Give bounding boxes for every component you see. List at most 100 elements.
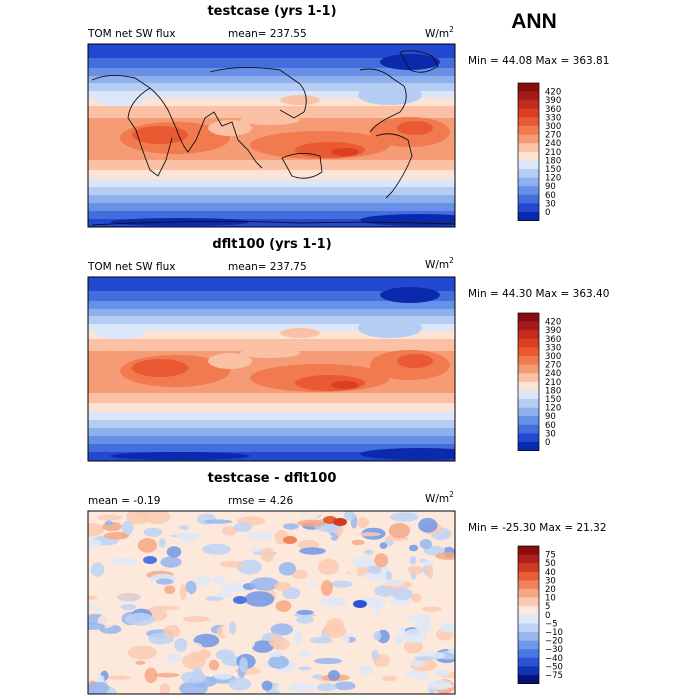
colorbar-tick-label: −5 <box>545 619 558 629</box>
difference-cell <box>95 606 105 612</box>
colorbar-frame <box>517 545 540 684</box>
map-field <box>88 44 455 227</box>
panel-dflt100: dflt100 (yrs 1-1) TOM net SW flux mean= … <box>87 237 609 462</box>
difference-cell <box>385 570 393 582</box>
difference-cell <box>215 592 234 598</box>
difference-cell <box>268 655 289 669</box>
difference-cell <box>240 540 257 547</box>
colorbar-tick-label: 75 <box>545 551 556 561</box>
difference-cell <box>374 553 389 568</box>
difference-cell <box>275 600 292 612</box>
difference-cell <box>379 542 388 549</box>
colorbar-swatch <box>518 407 539 417</box>
difference-cell <box>367 565 382 574</box>
colorbar-swatch <box>518 91 539 101</box>
difference-cell <box>334 681 356 691</box>
difference-cell <box>390 512 419 522</box>
difference-cell <box>88 681 110 694</box>
difference-cell <box>154 672 180 678</box>
difference-cell <box>327 670 340 681</box>
difference-cell <box>168 664 176 669</box>
difference-cell <box>107 675 132 680</box>
colorbar-tick-label: 300 <box>545 122 561 132</box>
difference-cell <box>321 536 349 549</box>
difference-cell <box>407 565 425 575</box>
difference-cell <box>220 582 250 593</box>
difference-cell <box>317 558 339 575</box>
colorbar-tick-label: 210 <box>545 378 561 388</box>
colorbar-swatch <box>518 442 539 451</box>
difference-cell <box>269 634 283 648</box>
difference-cell <box>239 657 248 673</box>
difference-cell <box>415 620 432 633</box>
colorbar-swatch <box>518 160 539 170</box>
difference-cell <box>267 651 283 658</box>
coastlines <box>91 50 455 226</box>
colorbar-tick-label: 270 <box>545 361 561 371</box>
colorbar-tick-label: 120 <box>545 174 561 184</box>
mean-label: mean= 237.75 <box>228 261 307 273</box>
difference-cell <box>298 649 311 657</box>
difference-cell <box>313 657 343 665</box>
units-label: W/m2 <box>425 256 454 271</box>
colorbar-tick-label: −40 <box>545 654 563 664</box>
difference-cell <box>320 665 344 670</box>
difference-cell <box>322 603 329 615</box>
difference-cell <box>88 622 106 630</box>
difference-cell <box>428 679 452 690</box>
difference-cell <box>299 547 326 555</box>
colorbar-swatch <box>518 390 539 400</box>
difference-cell <box>447 647 455 654</box>
difference-cell <box>109 558 139 566</box>
colorbar-swatch <box>518 356 539 365</box>
colorbar-tick-label: −20 <box>545 637 563 647</box>
colorbar-tick-label: 300 <box>545 352 561 362</box>
difference-cell <box>426 564 434 579</box>
colorbar-swatch <box>518 321 539 331</box>
difference-cell <box>330 580 353 588</box>
colorbar-tick-label: 240 <box>545 369 561 379</box>
colorbar-swatch <box>518 554 539 564</box>
difference-cell <box>233 596 247 604</box>
colorbar-tick-label: 0 <box>545 438 550 448</box>
colorbar-swatch <box>518 675 539 684</box>
difference-cell <box>296 616 314 624</box>
colorbar-tick-label: 360 <box>545 335 561 345</box>
colorbar-swatch <box>518 606 539 616</box>
map-field <box>88 511 455 694</box>
difference-cell <box>395 675 418 683</box>
difference-cell <box>306 534 333 539</box>
difference-cell <box>389 598 412 606</box>
difference-cell <box>358 532 381 537</box>
colorbar-swatch <box>518 614 539 624</box>
difference-cell <box>343 511 356 521</box>
difference-cell <box>123 565 153 577</box>
colorbar-tick-label: 5 <box>545 602 550 612</box>
colorbar-swatch <box>518 649 539 659</box>
difference-cell <box>88 595 98 600</box>
difference-cell <box>166 546 182 558</box>
difference-cell <box>104 531 130 540</box>
colorbar-swatch <box>518 143 539 153</box>
minmax-label: Min = 44.08 Max = 363.81 <box>468 55 609 67</box>
colorbar-swatch <box>518 134 539 144</box>
colorbar-tick-label: 270 <box>545 131 561 141</box>
map-field <box>88 277 455 461</box>
colorbar-swatch <box>518 424 539 434</box>
difference-cell <box>374 601 381 616</box>
difference-cell <box>155 578 174 585</box>
difference-cell <box>310 511 329 516</box>
colorbar-swatch <box>518 632 539 641</box>
colorbar-swatch <box>518 589 539 598</box>
colorbar-swatch <box>518 433 539 443</box>
colorbar-swatch <box>518 338 539 348</box>
colorbar-tick-label: 60 <box>545 421 556 431</box>
colorbar-swatch <box>518 597 539 607</box>
difference-cell <box>126 511 151 525</box>
difference-cell <box>270 623 294 636</box>
colorbar-swatch <box>518 186 539 196</box>
difference-cell <box>309 581 317 587</box>
